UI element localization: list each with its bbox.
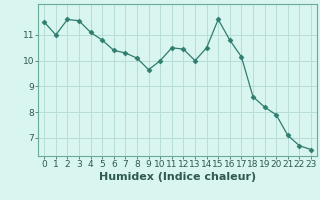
X-axis label: Humidex (Indice chaleur): Humidex (Indice chaleur)	[99, 172, 256, 182]
